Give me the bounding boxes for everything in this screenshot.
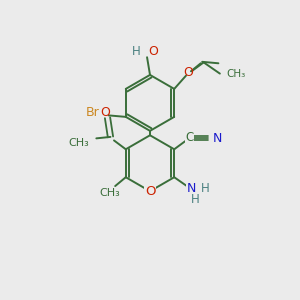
Text: CH₃: CH₃ [68, 138, 89, 148]
Text: H: H [191, 194, 200, 206]
Text: O: O [100, 106, 110, 119]
Text: O: O [145, 185, 155, 198]
Text: H: H [201, 182, 209, 195]
Text: Br: Br [86, 106, 100, 119]
Text: N: N [186, 182, 196, 195]
Text: O: O [148, 45, 158, 58]
Text: C: C [185, 131, 194, 144]
Text: H: H [131, 45, 140, 58]
Text: N: N [213, 132, 223, 145]
Text: CH₃: CH₃ [226, 69, 246, 79]
Text: O: O [183, 66, 193, 79]
Text: CH₃: CH₃ [100, 188, 121, 198]
